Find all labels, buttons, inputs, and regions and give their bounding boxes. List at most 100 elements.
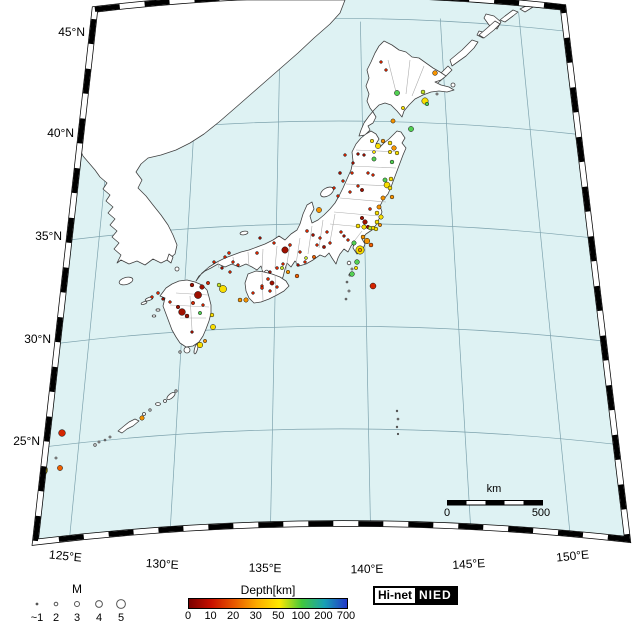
land-oki — [239, 230, 249, 236]
epicenter-dot — [325, 230, 329, 234]
map-frame-border — [31, 0, 632, 546]
epicenter-dot — [369, 282, 377, 290]
epicenter-dot — [212, 260, 216, 264]
depth-colorbar — [188, 598, 348, 609]
epicenter-dot — [57, 465, 63, 471]
epicenter-dot — [206, 281, 210, 285]
epicenter-dot — [305, 229, 309, 233]
magnitude-symbol — [116, 599, 126, 609]
epicenter-dot — [369, 138, 375, 144]
epicenter-dot — [139, 415, 145, 421]
epicenter-dot — [161, 297, 165, 301]
epicenter-dot — [351, 161, 355, 165]
epicenter-dot — [380, 138, 386, 144]
epicenter-dot — [260, 286, 264, 290]
epicenter-dot — [184, 313, 190, 319]
epicenter-dot — [312, 255, 316, 259]
epicenter-dot — [362, 219, 368, 225]
epicenter-dot — [354, 266, 358, 270]
epicenter-dot — [227, 251, 231, 255]
epicenter-dot — [375, 143, 381, 149]
land-ogasawara-islands — [395, 409, 400, 436]
epicenter-dot — [189, 282, 195, 288]
land-iki — [174, 266, 180, 272]
epicenter-dot — [281, 262, 285, 266]
epicenter-dot — [336, 194, 340, 198]
epicenter-dot — [198, 311, 202, 315]
depth-tick-label: 50 — [272, 610, 285, 622]
epicenter-dot — [380, 195, 386, 201]
lat-label: 30°N — [24, 332, 51, 346]
epicenter-dot — [366, 171, 370, 175]
epicenter-dot — [341, 179, 345, 183]
epicenter-dot — [322, 245, 326, 249]
lat-label: 45°N — [58, 25, 85, 39]
epicenter-dot — [387, 140, 393, 146]
hinet-nied-logo[interactable]: Hi-net NIED — [373, 586, 458, 605]
epicenter-dot — [178, 308, 186, 316]
epicenter-dot — [303, 260, 307, 264]
epicenter-dot — [294, 273, 300, 279]
epicenter-dot — [231, 260, 235, 264]
epicenter-dot — [362, 153, 366, 157]
epicenter-dot — [432, 70, 438, 76]
magnitude-symbol-label: 5 — [118, 612, 124, 624]
japan-seismicity-map[interactable]: km 0 500 45°N 40°N 35°N 30°N 25°N 125°E 130°E… — [0, 0, 640, 585]
epicenter-dot — [318, 236, 322, 240]
scale-bar-unit: km — [487, 483, 502, 495]
epicenter-dot — [356, 152, 360, 156]
nied-logo-text: NIED — [415, 588, 456, 603]
epicenter-dot — [285, 269, 291, 275]
magnitude-symbol-label: 4 — [96, 612, 102, 624]
depth-tick-label: 700 — [336, 610, 356, 622]
epicenter-dot — [360, 234, 366, 240]
epicenter-dot — [209, 312, 215, 318]
epicenter-dot — [349, 271, 355, 277]
epicenter-dot — [371, 156, 377, 162]
lat-label: 25°N — [13, 434, 40, 448]
depth-tick-label: 0 — [184, 610, 192, 622]
depth-tick-label: 20 — [227, 610, 240, 622]
epicenter-dot — [355, 223, 361, 229]
epicenter-dot — [288, 243, 292, 247]
epicenter-dot — [58, 429, 66, 437]
epicenter-dot — [268, 289, 272, 293]
epicenter-dot — [296, 263, 300, 267]
lat-label: 40°N — [47, 126, 74, 140]
epicenter-dot — [332, 186, 336, 190]
epicenter-dot — [338, 171, 342, 175]
epicenter-dot — [379, 60, 383, 64]
epicenter-dot — [389, 159, 395, 165]
epicenter-dot — [391, 145, 397, 151]
lat-label: 35°N — [35, 229, 62, 243]
epicenter-dot — [191, 301, 195, 305]
scale-bar-max: 500 — [532, 507, 550, 519]
epicenter-dot — [424, 101, 430, 107]
epicenter-dot — [194, 291, 202, 299]
epicenter-dot — [363, 237, 371, 245]
epicenter-dot — [175, 304, 181, 310]
epicenter-dot — [361, 224, 367, 230]
lon-label: 135°E — [249, 561, 282, 576]
epicenter-dot — [351, 240, 357, 246]
epicenter-dot — [367, 225, 373, 231]
epicenter-dot — [394, 90, 400, 96]
land-amami — [166, 391, 176, 401]
magnitude-symbol — [95, 600, 103, 608]
epicenter-dot — [150, 295, 154, 299]
epicenter-dot — [350, 171, 354, 175]
magnitude-symbol — [53, 601, 59, 607]
land-izu-islands — [344, 260, 354, 301]
epicenter-dot — [378, 214, 384, 220]
land-jeju — [118, 276, 134, 286]
hinet-logo-text: Hi-net — [375, 588, 415, 603]
depth-legend: Depth[km] 0 10 20 30 50 100 200 700 — [184, 583, 355, 626]
magnitude-symbol — [74, 601, 80, 607]
epicenter-dot — [269, 280, 275, 286]
land-yakushima — [183, 346, 191, 354]
magnitude-symbol — [35, 602, 39, 606]
epicenter-dot — [316, 207, 322, 213]
epicenter-dot — [236, 263, 240, 267]
epicenter-dot — [228, 270, 232, 274]
